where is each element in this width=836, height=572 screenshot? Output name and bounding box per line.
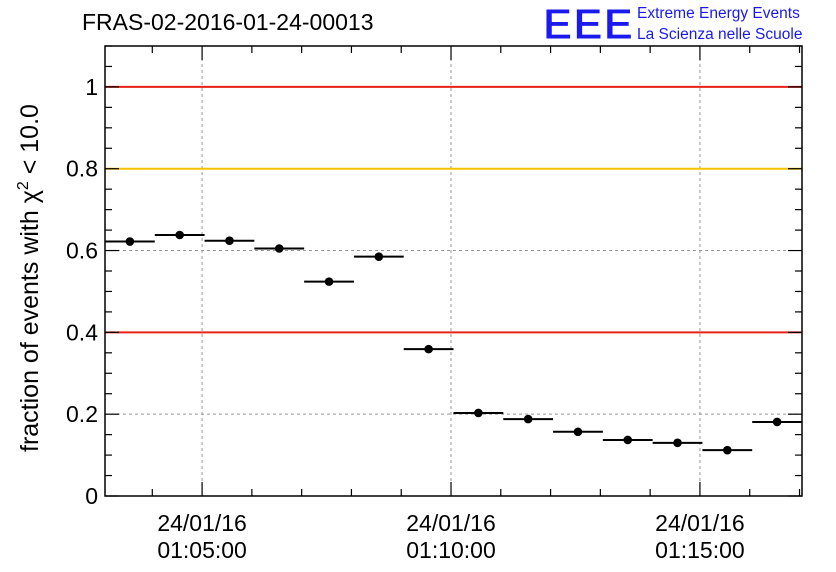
y-tick-label: 0.8 — [66, 156, 98, 182]
y-tick-label: 0.2 — [66, 401, 98, 427]
y-axis-label-tail: < 10.0 — [16, 104, 44, 181]
data-point — [772, 417, 782, 427]
data-point — [374, 252, 384, 261]
logo-line-2: La Scienza nelle Scuole — [637, 26, 802, 43]
y-axis-label: fraction of events with χ2 < 10.0 — [15, 104, 44, 452]
data-point — [225, 236, 234, 246]
data-point — [274, 244, 284, 253]
data-point — [523, 414, 533, 424]
logo-line-1: Extreme Energy Events — [637, 5, 800, 22]
data-point — [623, 435, 633, 445]
y-axis-label-superscript: 2 — [15, 181, 32, 190]
x-tick-label-time: 01:15:00 — [655, 537, 745, 563]
x-tick-label-time: 01:05:00 — [157, 537, 247, 563]
y-tick-label: 0.4 — [66, 319, 98, 345]
y-tick-label: 0.6 — [66, 238, 98, 264]
logo-mark: EEE — [543, 0, 634, 49]
data-point — [474, 408, 483, 418]
x-tick-label-date: 24/01/16 — [157, 510, 247, 536]
data-point — [324, 277, 334, 286]
y-axis-ticks: 0 0.2 0.4 0.6 0.8 1 — [66, 45, 802, 509]
data-point — [125, 237, 135, 246]
reference-lines — [105, 85, 802, 334]
y-tick-label: 1 — [85, 74, 98, 100]
data-point — [673, 438, 682, 448]
x-tick-label-date: 24/01/16 — [406, 510, 496, 536]
y-tick-label: 0 — [85, 483, 98, 509]
chart-title: FRAS-02-2016-01-24-00013 — [82, 9, 374, 35]
data-point — [573, 427, 583, 437]
data-point — [424, 344, 433, 354]
data-point — [175, 230, 184, 240]
eee-logo: EEE Extreme Energy Events La Scienza nel… — [543, 0, 803, 50]
x-tick-label-time: 01:10:00 — [406, 537, 496, 563]
data-point — [723, 445, 732, 455]
x-axis-ticks: 24/01/1601:05:0024/01/1601:10:0024/01/16… — [151, 46, 801, 563]
y-axis-label-main: fraction of events with χ — [16, 190, 44, 452]
data-points — [105, 230, 802, 455]
x-tick-label-date: 24/01/16 — [655, 510, 745, 536]
